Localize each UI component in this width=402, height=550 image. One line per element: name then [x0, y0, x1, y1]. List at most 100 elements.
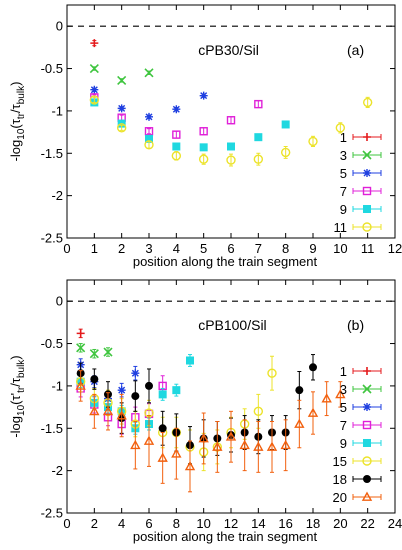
y-axis-label-part: -log — [8, 416, 23, 438]
data-point — [144, 127, 154, 136]
legend-marker — [362, 222, 372, 232]
y-axis-label-part: ) — [8, 82, 23, 86]
data-point — [198, 154, 209, 164]
data-point — [103, 347, 113, 357]
y-tick-label: 0 — [56, 294, 63, 309]
series-7 — [90, 93, 263, 139]
x-axis-label: position along the train segment — [133, 254, 318, 269]
data-point — [145, 381, 153, 390]
legend-label: 9 — [340, 436, 347, 451]
y-axis-label-part: 10 — [16, 128, 27, 140]
series-1 — [76, 328, 85, 339]
legend-label: 3 — [340, 382, 347, 397]
legend-label: 11 — [334, 220, 348, 235]
series-20 — [75, 370, 346, 493]
series-18 — [76, 354, 317, 465]
data-point — [172, 142, 181, 151]
data-point — [227, 142, 235, 151]
legend-marker — [361, 491, 373, 501]
x-tick-label: 18 — [306, 516, 320, 531]
data-point — [89, 95, 100, 105]
data-point — [335, 123, 346, 133]
x-tick-label: 7 — [255, 241, 262, 256]
data-point — [116, 123, 127, 133]
data-point — [131, 369, 140, 378]
legend-marker — [362, 384, 372, 394]
data-point — [254, 133, 263, 142]
data-point — [89, 349, 99, 359]
y-tick-label: -2 — [51, 188, 63, 203]
legend-label: 20 — [333, 490, 347, 505]
data-point — [172, 105, 181, 114]
x-tick-label: 4 — [173, 241, 180, 256]
y-axis-label-part: (τ — [8, 118, 23, 128]
legend-label: 3 — [340, 148, 347, 163]
legend-label: 1 — [340, 130, 347, 145]
legend-label: 15 — [333, 454, 347, 469]
data-point — [226, 155, 236, 165]
legend-marker — [363, 205, 371, 213]
legend-label: 9 — [340, 202, 347, 217]
legend-label: 7 — [340, 184, 347, 199]
data-point — [102, 405, 114, 416]
series-3 — [89, 63, 154, 85]
data-point — [90, 375, 99, 384]
x-tick-label: 4 — [118, 516, 125, 531]
data-point — [171, 151, 182, 161]
legend-marker — [363, 439, 371, 447]
data-point — [90, 39, 99, 48]
x-tick-label: 10 — [196, 516, 210, 531]
legend-label: 1 — [340, 364, 347, 379]
data-point — [172, 386, 181, 395]
x-tick-label: 12 — [224, 516, 238, 531]
y-tick-label: -2.5 — [41, 231, 63, 246]
data-point — [145, 112, 153, 121]
data-point — [89, 405, 100, 416]
y-axis-label: -log10(τtr/τbulk) — [8, 82, 27, 162]
y-tick-label: -1 — [51, 103, 63, 118]
data-point — [76, 343, 86, 353]
x-tick-label: 0 — [63, 241, 70, 256]
x-tick-label: 9 — [309, 241, 316, 256]
data-point — [294, 418, 305, 428]
data-point — [295, 386, 304, 395]
legend-marker — [362, 456, 372, 466]
data-point — [171, 448, 182, 458]
y-axis-label-part: ) — [8, 355, 23, 359]
x-tick-label: 14 — [251, 516, 265, 531]
series-1 — [90, 39, 99, 48]
data-point — [309, 363, 317, 372]
data-point — [198, 432, 209, 443]
series-3 — [76, 343, 113, 359]
legend-marker — [363, 403, 371, 411]
data-point — [158, 424, 167, 433]
y-axis-label-part: (τ' — [8, 393, 23, 405]
data-point — [253, 154, 264, 164]
data-point — [226, 116, 236, 125]
y-axis-label-part: /τ — [8, 103, 23, 113]
sample-label: cPB30/Sil — [198, 42, 259, 58]
x-axis-label: position along the train segment — [133, 529, 318, 544]
x-tick-label: 1 — [91, 241, 98, 256]
x-tick-label: 0 — [63, 516, 70, 531]
y-tick-label: -1.5 — [41, 421, 63, 436]
data-point — [225, 431, 237, 441]
x-tick-label: 8 — [282, 241, 289, 256]
x-tick-label: 12 — [388, 241, 402, 256]
x-tick-label: 10 — [333, 241, 347, 256]
data-point — [143, 435, 155, 445]
x-tick-label: 16 — [278, 516, 292, 531]
data-point — [157, 452, 168, 462]
data-point — [199, 143, 208, 152]
x-tick-label: 20 — [333, 516, 347, 531]
x-tick-label: 24 — [388, 516, 402, 531]
y-tick-label: -2.5 — [41, 506, 63, 521]
data-point — [280, 439, 291, 450]
panel-b: 0 2 4 6 8 10 12 14 16 18 20 22 240-0.5-1-1.5-2-2.5po… — [8, 279, 402, 544]
data-point — [116, 410, 127, 420]
x-tick-label: 5 — [200, 241, 207, 256]
data-point — [117, 104, 126, 113]
data-point — [239, 439, 250, 450]
data-point — [321, 393, 332, 403]
